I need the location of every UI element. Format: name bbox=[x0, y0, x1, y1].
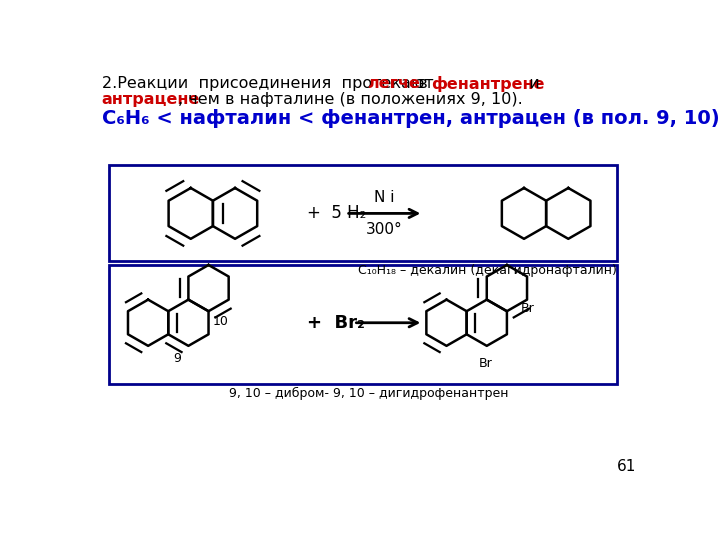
Text: +  5 H₂: + 5 H₂ bbox=[307, 205, 366, 222]
Text: и: и bbox=[519, 76, 539, 91]
Text: 2.Реакции  присоединения  протекают: 2.Реакции присоединения протекают bbox=[102, 76, 444, 91]
Text: 61: 61 bbox=[617, 460, 636, 475]
Text: Br: Br bbox=[478, 356, 492, 369]
Text: , чем в нафталине (в положениях 9, 10).: , чем в нафталине (в положениях 9, 10). bbox=[178, 92, 523, 107]
Text: 9, 10 – дибром- 9, 10 – дигидрофенантрен: 9, 10 – дибром- 9, 10 – дигидрофенантрен bbox=[229, 387, 509, 400]
Text: N i: N i bbox=[374, 190, 395, 205]
Polygon shape bbox=[426, 300, 467, 346]
Text: антрацене: антрацене bbox=[102, 92, 200, 107]
Polygon shape bbox=[189, 265, 229, 311]
Polygon shape bbox=[168, 300, 209, 346]
Polygon shape bbox=[546, 188, 590, 239]
Text: +  Br₂: + Br₂ bbox=[307, 314, 365, 332]
Text: 10: 10 bbox=[212, 315, 228, 328]
Text: легче: легче bbox=[366, 76, 420, 91]
Text: 9: 9 bbox=[173, 352, 181, 365]
Bar bbox=[109, 165, 617, 261]
Text: фенантрене: фенантрене bbox=[431, 76, 544, 92]
Polygon shape bbox=[467, 300, 507, 346]
Text: C₁₀H₁₈ – декалин (декагидронафталин): C₁₀H₁₈ – декалин (декагидронафталин) bbox=[358, 264, 617, 277]
Text: 300°: 300° bbox=[366, 222, 403, 237]
Text: в: в bbox=[408, 76, 438, 91]
Polygon shape bbox=[502, 188, 546, 239]
Polygon shape bbox=[213, 188, 257, 239]
Text: Br: Br bbox=[521, 302, 535, 315]
Polygon shape bbox=[128, 300, 168, 346]
Polygon shape bbox=[168, 188, 213, 239]
Bar bbox=[109, 265, 617, 384]
Text: C₆H₆ < нафталин < фенантрен, антрацен (в пол. 9, 10): C₆H₆ < нафталин < фенантрен, антрацен (в… bbox=[102, 109, 719, 127]
Polygon shape bbox=[487, 265, 527, 311]
